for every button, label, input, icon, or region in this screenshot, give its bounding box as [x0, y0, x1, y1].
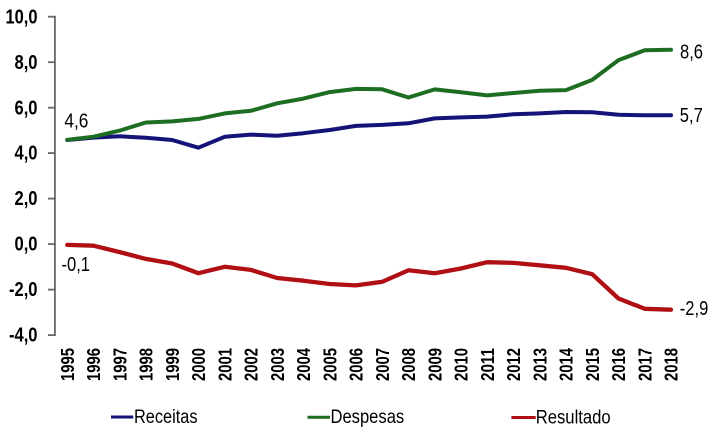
svg-text:2003: 2003 [267, 348, 288, 381]
svg-text:1995: 1995 [57, 348, 78, 381]
svg-text:6,0: 6,0 [15, 97, 38, 119]
svg-text:2006: 2006 [346, 348, 367, 381]
svg-text:Resultado: Resultado [536, 407, 611, 428]
svg-text:2004: 2004 [293, 347, 314, 381]
svg-text:2000: 2000 [188, 348, 209, 381]
svg-text:1997: 1997 [109, 348, 130, 381]
svg-text:2012: 2012 [503, 348, 524, 381]
svg-text:2013: 2013 [529, 348, 550, 381]
svg-text:2001: 2001 [214, 348, 235, 381]
svg-text:2002: 2002 [241, 348, 262, 381]
svg-text:2015: 2015 [582, 348, 603, 381]
svg-text:0,0: 0,0 [15, 234, 38, 256]
svg-text:-2,0: -2,0 [9, 279, 38, 301]
svg-text:1998: 1998 [136, 348, 157, 381]
svg-text:Receitas: Receitas [134, 407, 198, 428]
svg-text:2011: 2011 [477, 348, 498, 381]
svg-text:5,7: 5,7 [680, 104, 703, 127]
svg-text:2008: 2008 [398, 348, 419, 381]
svg-text:2005: 2005 [319, 348, 340, 381]
svg-text:4,6: 4,6 [64, 109, 88, 132]
svg-text:10,0: 10,0 [6, 6, 38, 28]
svg-text:2017: 2017 [634, 348, 655, 381]
svg-text:2009: 2009 [424, 348, 445, 381]
svg-text:2,0: 2,0 [15, 188, 38, 210]
svg-text:2014: 2014 [556, 347, 577, 381]
svg-text:Despesas: Despesas [331, 407, 405, 428]
svg-text:8,6: 8,6 [680, 40, 703, 63]
svg-text:-0,1: -0,1 [62, 253, 91, 276]
svg-text:2007: 2007 [372, 348, 393, 381]
svg-text:2016: 2016 [608, 348, 629, 381]
svg-text:-4,0: -4,0 [9, 325, 38, 347]
svg-text:4,0: 4,0 [15, 143, 38, 165]
svg-text:1999: 1999 [162, 348, 183, 381]
svg-text:-2,9: -2,9 [680, 297, 709, 320]
svg-text:2018: 2018 [661, 348, 682, 381]
svg-text:8,0: 8,0 [15, 52, 38, 74]
svg-text:2010: 2010 [451, 348, 472, 381]
svg-text:1996: 1996 [83, 348, 104, 381]
